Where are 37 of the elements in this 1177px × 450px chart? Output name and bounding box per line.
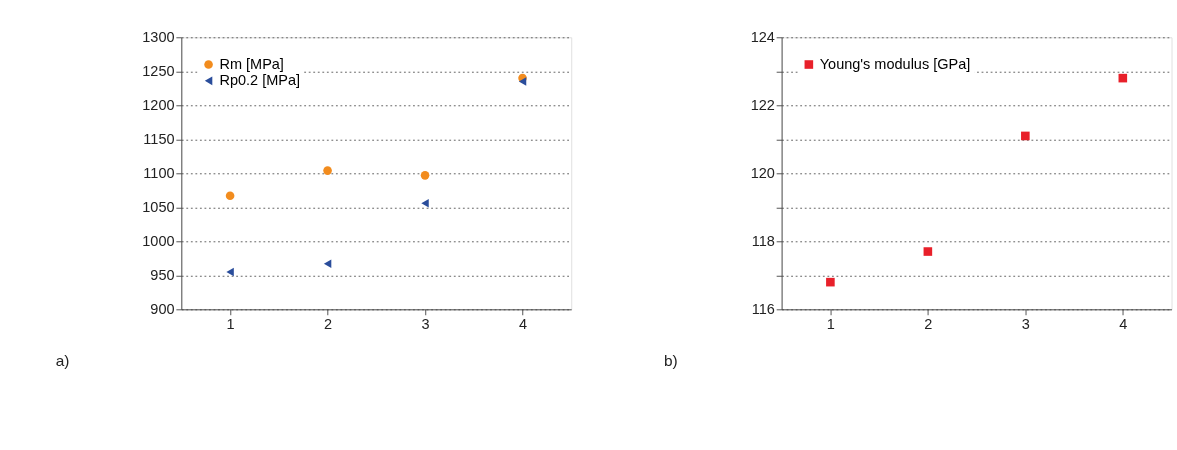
y-tick-label: 1100: [143, 165, 175, 182]
y-tick-label: 900: [150, 301, 175, 318]
y-tick-label: 1000: [142, 233, 175, 250]
legend-label: Rp0.2 [MPa]: [219, 72, 301, 89]
point: [1021, 131, 1030, 141]
x-tick-label: 3: [421, 315, 430, 332]
point: [323, 259, 332, 269]
y-tick-label: 118: [751, 233, 775, 250]
text: b): [664, 351, 678, 369]
y-tick-label: 1150: [143, 131, 175, 148]
x-tick-label: 4: [518, 315, 528, 332]
x-tick-label: 1: [226, 315, 235, 332]
y-tick-label: 1300: [142, 29, 175, 46]
y-tick-label: 124: [750, 29, 775, 46]
y-tick-label: 120: [750, 165, 775, 182]
point: [225, 191, 235, 201]
x-tick-label: 3: [1021, 315, 1030, 332]
x-tick-label: 2: [323, 315, 333, 332]
y-tick-label: 122: [750, 97, 775, 114]
y-tick-label: 1250: [142, 63, 175, 80]
point: [323, 166, 332, 175]
point: [421, 198, 429, 208]
y-tick-label: 950: [150, 267, 175, 284]
point: [826, 277, 835, 287]
x-tick-label: 2: [924, 315, 933, 332]
point: [420, 171, 430, 180]
point: [518, 77, 527, 86]
y-tick-label: 1200: [142, 97, 175, 114]
x-tick-label: 4: [1119, 315, 1128, 332]
legend-label: Rm [MPa]: [219, 56, 284, 73]
point: [226, 267, 234, 277]
legend-label: Young's modulus [GPa]: [819, 56, 971, 73]
y-tick-label: 116: [751, 301, 775, 318]
y-tick-label: 1050: [142, 199, 175, 216]
x-tick-label: 1: [826, 315, 835, 332]
point: [923, 247, 933, 256]
text: a): [55, 351, 70, 369]
